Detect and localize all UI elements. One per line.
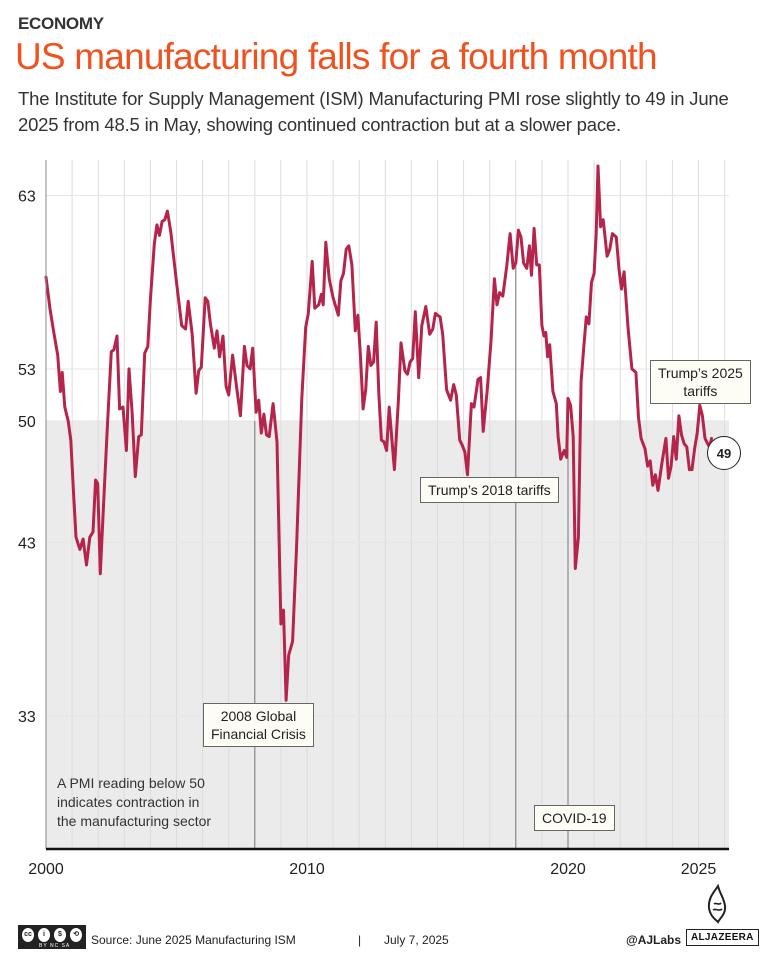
annotation-text: Trump’s 2025 (658, 365, 743, 381)
note-line: A PMI reading below 50 (57, 775, 205, 791)
cc-license-text: BY NC SA (39, 943, 71, 949)
x-tick-label: 2025 (681, 861, 717, 878)
aljazeera-emblem-icon (707, 884, 727, 924)
latest-value-badge: 49 (707, 436, 741, 470)
annotation-2018-tariffs: Trump’s 2018 tariffs (420, 477, 559, 503)
y-tick-label: 63 (18, 188, 36, 205)
annotation-2025-tariffs: Trump’s 2025 tariffs (650, 360, 751, 404)
chart-title: US manufacturing falls for a fourth mont… (15, 36, 658, 77)
y-tick-label: 33 (18, 709, 36, 726)
cc-sa-icon: ⟲ (69, 927, 83, 943)
contraction-zone (46, 421, 729, 849)
creative-commons-icon: cc i $ ⟲ BY NC SA (18, 925, 86, 949)
footer: cc i $ ⟲ BY NC SA Source: June 2025 Manu… (0, 925, 770, 955)
annotation-covid: COVID-19 (534, 805, 615, 831)
x-tick-label: 2000 (28, 861, 64, 878)
footer-separator: | (358, 933, 362, 947)
note-line: indicates contraction in (57, 794, 200, 810)
y-tick-label: 53 (18, 362, 36, 379)
x-tick-label: 2010 (289, 861, 325, 878)
source-text: Source: June 2025 Manufacturing ISM (91, 933, 296, 947)
pmi-line-chart: 33 43 50 53 63 2000 2010 2020 2025 (18, 160, 729, 878)
annotation-text: tariffs (683, 383, 718, 399)
y-tick-label: 50 (18, 414, 36, 431)
cc-logo-icon: cc (21, 927, 35, 943)
publish-date: July 7, 2025 (384, 933, 449, 947)
pmi-series-line (44, 164, 714, 702)
annotation-text: COVID-19 (542, 810, 607, 826)
y-tick-label: 43 (18, 535, 36, 552)
x-tick-label: 2020 (550, 861, 586, 878)
section-kicker: ECONOMY (18, 14, 104, 33)
cc-by-icon: i (37, 927, 51, 943)
annotation-text: Trump’s 2018 tariffs (428, 482, 551, 498)
annotation-text: Financial Crisis (211, 726, 306, 742)
social-handle: @AJLabs (626, 933, 682, 947)
annotation-2008-financial-crisis: 2008 Global Financial Crisis (203, 703, 314, 747)
contraction-note: A PMI reading below 50 indicates contrac… (57, 774, 211, 831)
aljazeera-logo: ALJAZEERA (686, 929, 759, 946)
cc-nc-icon: $ (53, 927, 67, 943)
note-line: the manufacturing sector (57, 813, 212, 829)
chart-subtitle: The Institute for Supply Management (ISM… (18, 88, 729, 135)
annotation-text: 2008 Global (220, 708, 297, 724)
